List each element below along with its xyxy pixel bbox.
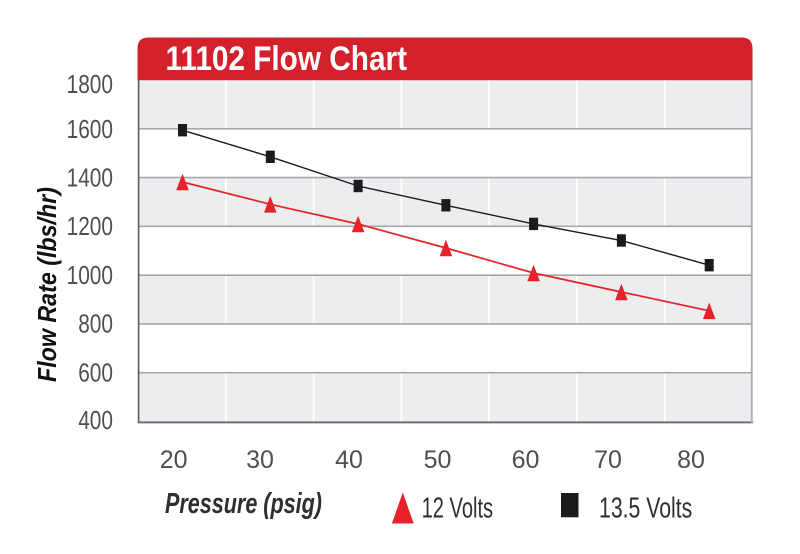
svg-text:400: 400 [78, 405, 113, 435]
svg-text:20: 20 [160, 446, 188, 474]
svg-text:Pressure (psig): Pressure (psig) [165, 488, 322, 520]
svg-text:1400: 1400 [67, 162, 113, 192]
svg-text:13.5 Volts: 13.5 Volts [599, 493, 692, 525]
svg-text:1200: 1200 [67, 211, 113, 241]
svg-text:11102 Flow Chart: 11102 Flow Chart [166, 40, 408, 78]
svg-text:1000: 1000 [67, 260, 113, 290]
svg-text:600: 600 [78, 357, 113, 387]
svg-text:Flow Rate (lbs/hr): Flow Rate (lbs/hr) [32, 187, 62, 382]
svg-text:800: 800 [78, 309, 113, 339]
svg-text:40: 40 [335, 446, 363, 474]
svg-text:80: 80 [677, 446, 705, 474]
svg-text:1800: 1800 [67, 69, 113, 99]
svg-text:50: 50 [424, 446, 452, 474]
svg-text:70: 70 [594, 446, 622, 474]
svg-text:30: 30 [246, 446, 274, 474]
svg-text:60: 60 [512, 446, 540, 474]
svg-text:12 Volts: 12 Volts [422, 493, 494, 525]
svg-text:1600: 1600 [67, 114, 113, 144]
